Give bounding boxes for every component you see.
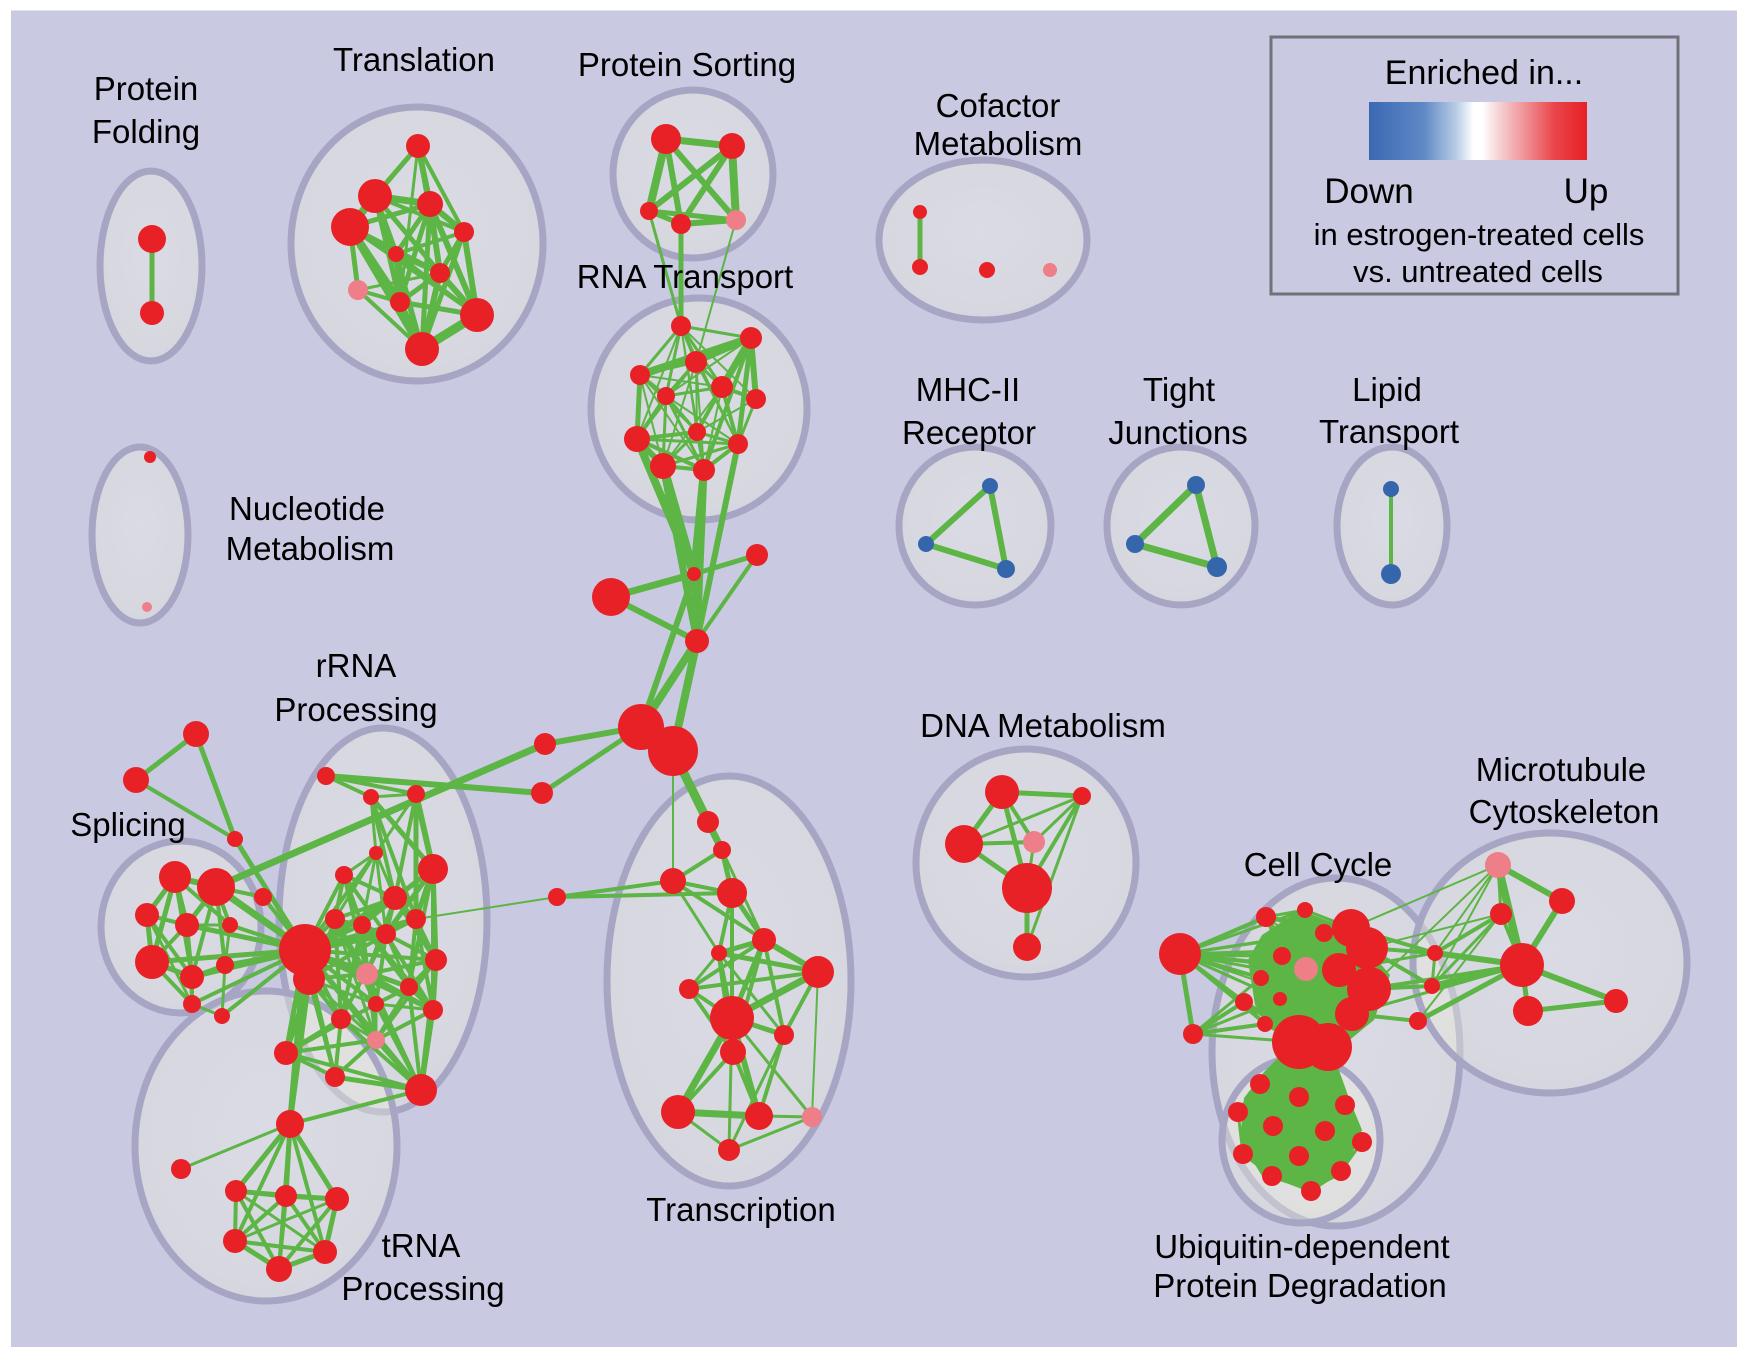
svg-text:tRNA: tRNA (382, 1227, 461, 1264)
svg-text:Receptor: Receptor (902, 414, 1036, 451)
svg-text:Cytoskeleton: Cytoskeleton (1469, 793, 1660, 830)
svg-text:Protein: Protein (94, 70, 199, 107)
svg-text:Enriched in...: Enriched in... (1385, 54, 1583, 92)
svg-text:Lipid: Lipid (1352, 371, 1422, 408)
svg-text:Tight: Tight (1143, 371, 1215, 408)
svg-text:rRNA: rRNA (316, 647, 397, 684)
svg-text:Protein Degradation: Protein Degradation (1153, 1267, 1447, 1304)
svg-text:Metabolism: Metabolism (914, 125, 1083, 162)
svg-text:Cofactor: Cofactor (936, 87, 1061, 124)
svg-text:Cell Cycle: Cell Cycle (1244, 846, 1393, 883)
svg-text:Protein Sorting: Protein Sorting (578, 46, 796, 83)
svg-text:Metabolism: Metabolism (226, 530, 395, 567)
svg-text:Transport: Transport (1319, 413, 1459, 450)
svg-text:DNA Metabolism: DNA Metabolism (920, 707, 1166, 744)
svg-text:Transcription: Transcription (646, 1191, 836, 1228)
svg-text:RNA Transport: RNA Transport (577, 258, 793, 295)
svg-text:Translation: Translation (333, 41, 495, 78)
svg-text:Processing: Processing (274, 691, 437, 728)
svg-text:Microtubule: Microtubule (1476, 751, 1647, 788)
svg-text:Folding: Folding (92, 113, 200, 150)
svg-text:MHC-II: MHC-II (916, 371, 1020, 408)
svg-text:Processing: Processing (341, 1270, 504, 1307)
svg-text:Down: Down (1324, 172, 1413, 211)
svg-text:Nucleotide: Nucleotide (229, 490, 385, 527)
svg-text:vs. untreated cells: vs. untreated cells (1353, 254, 1603, 289)
svg-text:Splicing: Splicing (70, 806, 186, 843)
svg-text:Ubiquitin-dependent: Ubiquitin-dependent (1154, 1228, 1449, 1265)
svg-text:in estrogen-treated cells: in estrogen-treated cells (1314, 217, 1645, 252)
svg-text:Junctions: Junctions (1108, 414, 1247, 451)
svg-text:Up: Up (1564, 172, 1609, 211)
